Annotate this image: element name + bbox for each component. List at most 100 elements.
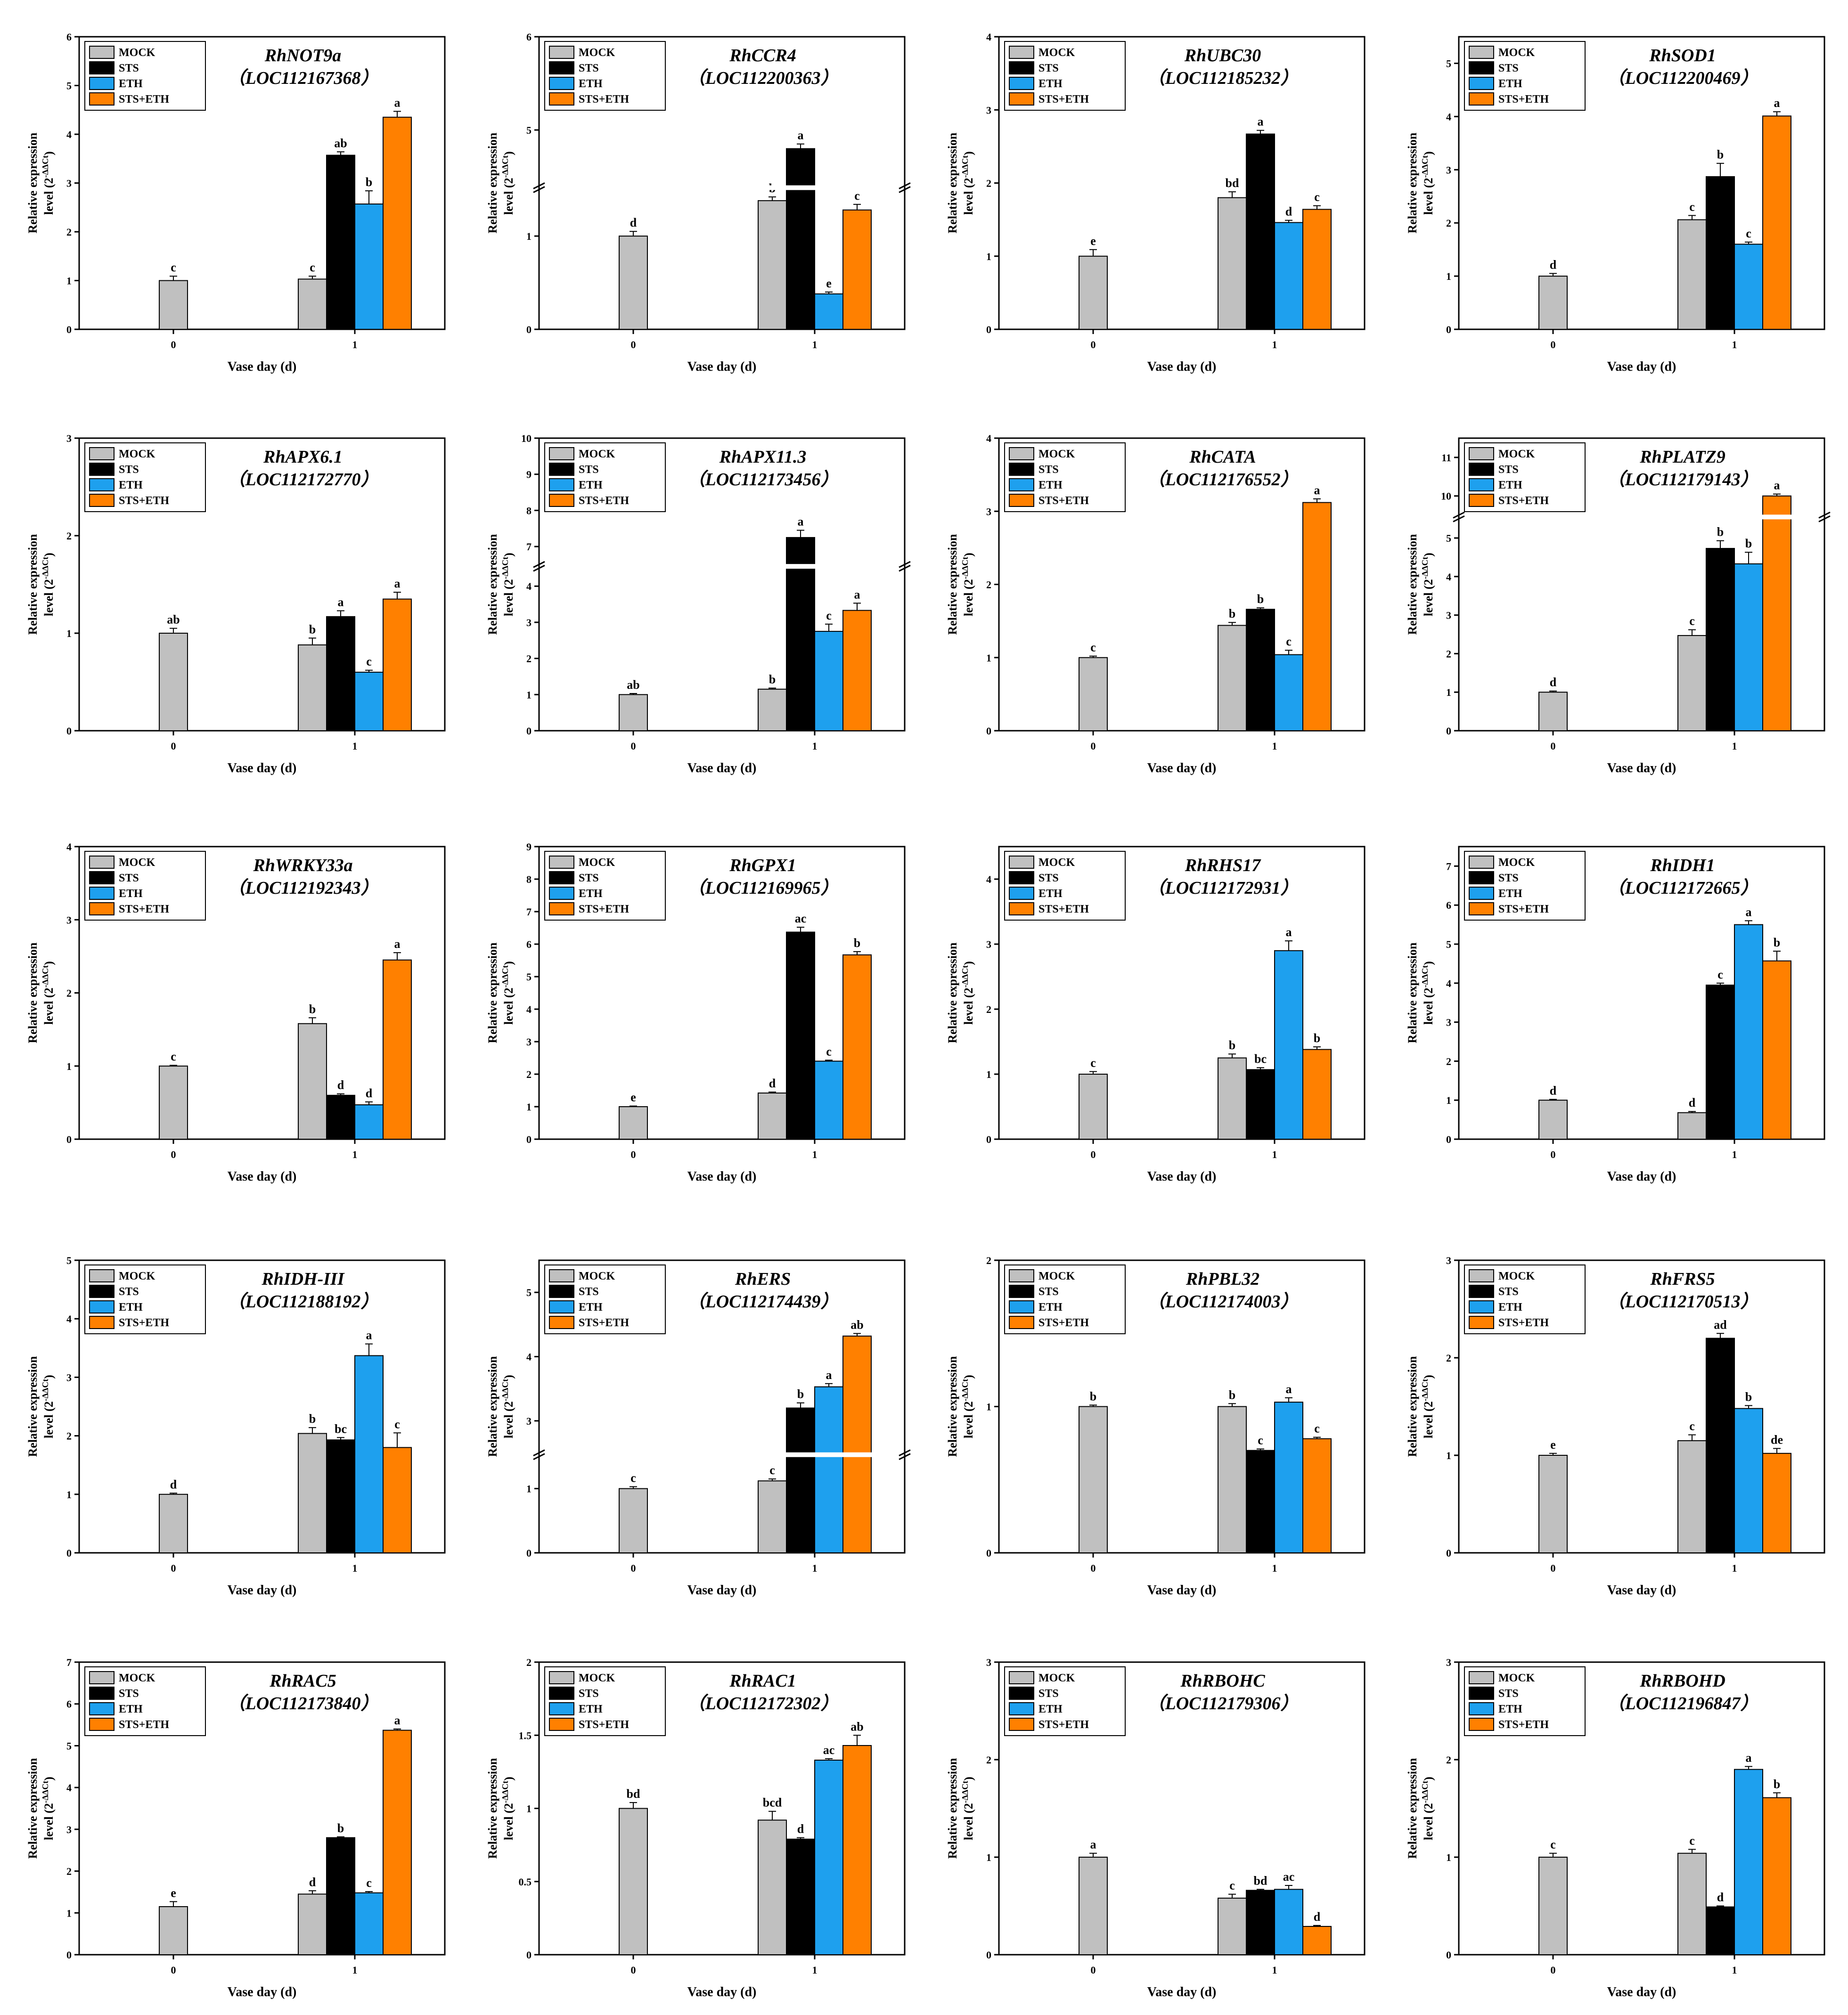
legend-label: STS+ETH bbox=[1038, 1719, 1089, 1731]
y-tick-label: 2 bbox=[66, 1866, 72, 1877]
x-axis-label: Vase day (d) bbox=[687, 1985, 757, 1999]
significance-letter: c bbox=[1258, 1434, 1263, 1447]
legend-swatch bbox=[1009, 494, 1034, 507]
bar-eth bbox=[354, 1104, 384, 1140]
legend-swatch bbox=[549, 1269, 574, 1282]
locus-title: （LOC112172770） bbox=[228, 469, 379, 489]
x-axis-label: Vase day (d) bbox=[1147, 359, 1217, 374]
legend-swatch bbox=[549, 92, 574, 106]
y-tick-label: 0 bbox=[66, 725, 72, 737]
x-axis-label: Vase day (d) bbox=[1147, 761, 1217, 775]
y-tick-label: 1.5 bbox=[519, 1729, 532, 1741]
x-tick-label: 0 bbox=[171, 1562, 176, 1574]
x-tick-label: 1 bbox=[812, 339, 818, 351]
legend-swatch bbox=[1009, 1718, 1034, 1731]
legend-swatch bbox=[1469, 447, 1494, 460]
significance-letter: c bbox=[171, 261, 176, 274]
x-axis-label: Vase day (d) bbox=[228, 1985, 297, 1999]
bar-sts-eth bbox=[1302, 1049, 1332, 1140]
significance-letter: ab bbox=[850, 1318, 863, 1331]
legend-swatch bbox=[1009, 92, 1034, 106]
legend-label: ETH bbox=[119, 1301, 143, 1313]
significance-letter: c bbox=[826, 1044, 832, 1058]
legend-label: STS bbox=[1038, 464, 1059, 476]
gene-title: RhWRKY33a bbox=[253, 856, 352, 875]
y-tick-label: 6 bbox=[526, 31, 532, 43]
significance-letter: c bbox=[1689, 1419, 1695, 1433]
legend-label: STS+ETH bbox=[119, 903, 169, 915]
legend-label: STS bbox=[1498, 872, 1519, 884]
legend-label: MOCK bbox=[579, 1672, 615, 1684]
bar-sts bbox=[326, 1439, 355, 1553]
x-tick-label: 1 bbox=[352, 1562, 358, 1574]
y-tick-label: 10 bbox=[521, 432, 532, 444]
y-tick-label: 4 bbox=[1446, 571, 1451, 583]
significance-letter: d bbox=[337, 1078, 344, 1092]
legend-label: ETH bbox=[119, 479, 143, 491]
bar-mock bbox=[1079, 657, 1108, 731]
significance-letter: c bbox=[1689, 614, 1695, 628]
legend-swatch bbox=[1009, 1285, 1034, 1298]
x-axis-label: Vase day (d) bbox=[228, 1583, 297, 1598]
x-axis-label: Vase day (d) bbox=[687, 1583, 757, 1598]
y-axis-label-line2: level (2-ΔΔCt) bbox=[960, 1375, 975, 1438]
y-tick-label: 7 bbox=[526, 906, 532, 918]
significance-letter: d bbox=[1550, 676, 1557, 689]
y-tick-label: 0 bbox=[526, 1134, 532, 1145]
y-tick-label: 5 bbox=[66, 1740, 72, 1752]
axis-break-mark bbox=[533, 186, 545, 193]
y-axis-label-line1: Relative expression bbox=[26, 534, 40, 635]
y-tick-label: 2 bbox=[1446, 1352, 1451, 1364]
y-tick-label: 0 bbox=[1446, 1949, 1451, 1961]
bar-eth bbox=[354, 204, 384, 330]
y-tick-label: 3 bbox=[66, 1371, 72, 1383]
y-tick-label: 3 bbox=[1446, 1017, 1451, 1028]
legend-label: ETH bbox=[579, 479, 603, 491]
significance-letter: d bbox=[630, 216, 637, 229]
legend-label: STS bbox=[1038, 1286, 1059, 1298]
significance-letter: a bbox=[1258, 115, 1264, 129]
bar-mock bbox=[1218, 1057, 1247, 1140]
bar-sts bbox=[1706, 984, 1735, 1140]
legend-swatch bbox=[1009, 887, 1034, 900]
significance-letter: a bbox=[1090, 1838, 1096, 1852]
y-tick-label: 1 bbox=[66, 275, 72, 287]
locus-title: （LOC112172665） bbox=[1607, 878, 1758, 898]
locus-title: （LOC112176552） bbox=[1147, 469, 1299, 489]
y-tick-label: 4 bbox=[526, 580, 532, 592]
legend-label: STS bbox=[119, 872, 139, 884]
y-tick-label: 6 bbox=[1446, 899, 1451, 911]
legend-label: STS bbox=[1498, 464, 1519, 476]
significance-letter: a bbox=[798, 515, 804, 529]
bar-sts bbox=[326, 155, 355, 330]
y-tick-label: 3 bbox=[66, 914, 72, 926]
y-tick-label: 0 bbox=[66, 324, 72, 335]
chart-panel: 0 1 2 3 4 5 0 1 Vase day (d) Relative expression l… bbox=[1406, 36, 1825, 374]
y-axis-label-line2: level (2-ΔΔCt) bbox=[1420, 961, 1435, 1025]
legend-swatch bbox=[1469, 856, 1494, 869]
legend-swatch bbox=[1009, 463, 1034, 476]
y-axis-label-line2: level (2-ΔΔCt) bbox=[960, 151, 975, 215]
y-axis-label-line1: Relative expression bbox=[486, 1758, 499, 1859]
x-tick-label: 0 bbox=[1091, 339, 1096, 351]
gene-title: RhSOD1 bbox=[1649, 46, 1716, 65]
bar-eth bbox=[1274, 1889, 1303, 1956]
bar-mock bbox=[1677, 1852, 1707, 1955]
y-axis-label-line2: level (2-ΔΔCt) bbox=[41, 553, 56, 616]
significance-letter: b bbox=[1229, 607, 1235, 620]
legend-swatch bbox=[549, 478, 574, 491]
legend-swatch bbox=[89, 494, 114, 507]
legend-swatch bbox=[1009, 46, 1034, 59]
bar-sts-eth bbox=[1762, 1797, 1791, 1955]
significance-letter: ac bbox=[823, 1743, 835, 1757]
significance-letter: b bbox=[1745, 1390, 1752, 1403]
x-axis-label: Vase day (d) bbox=[1607, 1583, 1676, 1598]
y-tick-label: 1 bbox=[1446, 1450, 1451, 1461]
gene-title: RhPBL32 bbox=[1186, 1269, 1259, 1289]
gene-title: RhRBOHD bbox=[1639, 1671, 1725, 1691]
axis-break-mark bbox=[899, 1453, 911, 1460]
legend-label: ETH bbox=[1498, 1301, 1522, 1313]
legend-label: STS+ETH bbox=[579, 1317, 629, 1329]
locus-title: （LOC112174439） bbox=[687, 1291, 839, 1312]
x-tick-label: 0 bbox=[1551, 339, 1556, 351]
